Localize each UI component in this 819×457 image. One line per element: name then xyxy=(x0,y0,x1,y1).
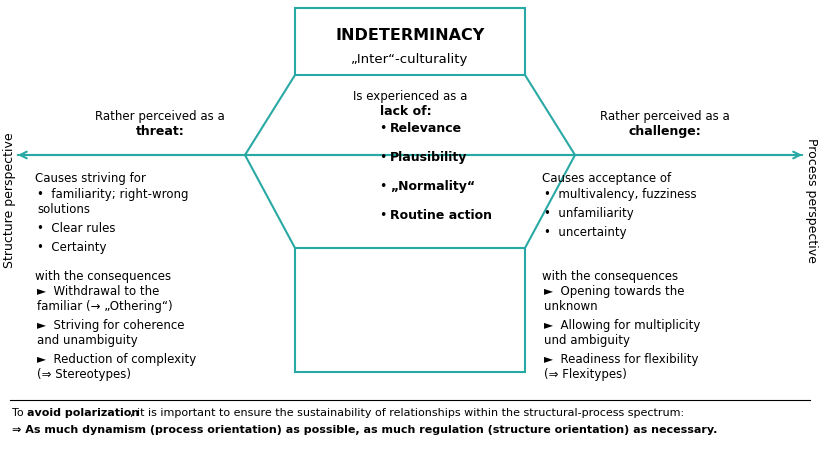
Text: To: To xyxy=(12,408,27,418)
Text: •  uncertainty: • uncertainty xyxy=(543,226,626,239)
Text: with the consequences: with the consequences xyxy=(35,270,171,283)
Text: •: • xyxy=(379,151,395,164)
Text: •  Clear rules: • Clear rules xyxy=(37,222,115,235)
Text: •  Certainty: • Certainty xyxy=(37,241,106,254)
Text: „Normality“: „Normality“ xyxy=(390,180,474,193)
Text: Causes striving for: Causes striving for xyxy=(35,172,146,185)
Text: Routine action: Routine action xyxy=(390,209,491,222)
Text: Process perspective: Process perspective xyxy=(804,138,817,262)
Text: ►  Allowing for multiplicity
und ambiguity: ► Allowing for multiplicity und ambiguit… xyxy=(543,319,699,347)
Text: avoid polarization: avoid polarization xyxy=(27,408,139,418)
Text: •: • xyxy=(379,209,395,222)
Text: ►  Opening towards the
unknown: ► Opening towards the unknown xyxy=(543,285,684,313)
Text: ⇒ As much dynamism (process orientation) as possible, as much regulation (struct: ⇒ As much dynamism (process orientation)… xyxy=(12,425,717,435)
Text: •  familiarity; right-wrong
solutions: • familiarity; right-wrong solutions xyxy=(37,188,188,216)
Text: •  multivalency, fuzziness: • multivalency, fuzziness xyxy=(543,188,696,201)
Text: with the consequences: with the consequences xyxy=(541,270,677,283)
Text: Plausibility: Plausibility xyxy=(390,151,467,164)
Text: ►  Readiness for flexibility
(⇒ Flexitypes): ► Readiness for flexibility (⇒ Flexitype… xyxy=(543,353,698,381)
Text: Rather perceived as a: Rather perceived as a xyxy=(95,110,224,123)
Text: •: • xyxy=(379,180,395,193)
Text: , it is important to ensure the sustainability of relationships within the struc: , it is important to ensure the sustaina… xyxy=(130,408,683,418)
Text: „Inter“-culturality: „Inter“-culturality xyxy=(351,53,468,67)
Text: threat:: threat: xyxy=(135,125,184,138)
Text: •  unfamiliarity: • unfamiliarity xyxy=(543,207,633,220)
Text: Relevance: Relevance xyxy=(390,122,462,135)
Text: Rather perceived as a: Rather perceived as a xyxy=(600,110,729,123)
Text: Structure perspective: Structure perspective xyxy=(3,132,16,268)
Text: ►  Withdrawal to the
familiar (→ „Othering“): ► Withdrawal to the familiar (→ „Otherin… xyxy=(37,285,173,313)
Text: ►  Reduction of complexity
(⇒ Stereotypes): ► Reduction of complexity (⇒ Stereotypes… xyxy=(37,353,196,381)
Text: Causes acceptance of: Causes acceptance of xyxy=(541,172,670,185)
Text: Is experienced as a: Is experienced as a xyxy=(352,90,467,103)
Text: •: • xyxy=(379,122,395,135)
Text: INDETERMINACY: INDETERMINACY xyxy=(335,27,484,43)
Text: ►  Striving for coherence
and unambiguity: ► Striving for coherence and unambiguity xyxy=(37,319,184,347)
Text: lack of:: lack of: xyxy=(379,105,431,118)
Text: challenge:: challenge: xyxy=(628,125,700,138)
